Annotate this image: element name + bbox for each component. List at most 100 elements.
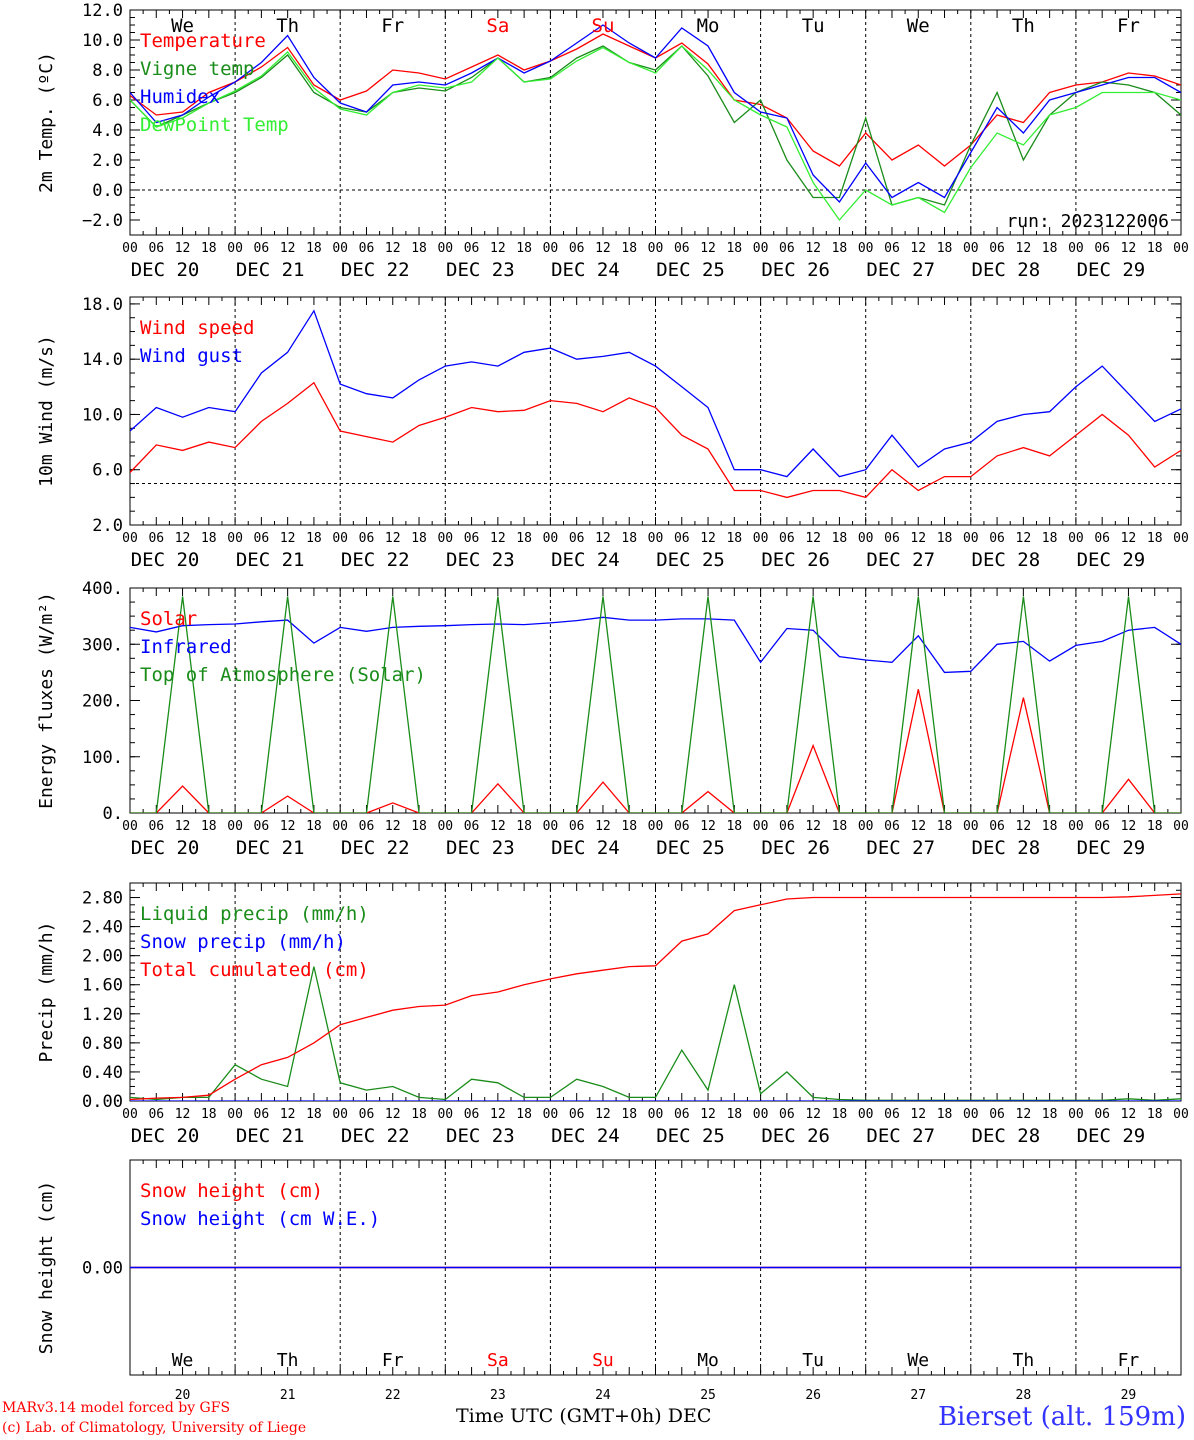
hour-tick-label: 18	[411, 819, 427, 834]
hour-tick-label: 06	[1094, 241, 1110, 256]
y-tick-label: 2.0	[92, 151, 123, 171]
hour-tick-label: 12	[1016, 1107, 1032, 1122]
hour-tick-label: 12	[595, 819, 611, 834]
hour-tick-label: 00	[963, 1107, 979, 1122]
hour-tick-label: 12	[490, 241, 506, 256]
date-label: DEC 22	[341, 549, 410, 571]
day-of-week-label: Fr	[1117, 15, 1140, 37]
hour-tick-label: 00	[332, 531, 348, 546]
y-tick-label: 2.80	[82, 889, 123, 909]
legend-entry: Liquid precip (mm/h)	[140, 903, 369, 925]
hour-tick-label: 00	[858, 531, 874, 546]
hour-tick-label: 12	[1121, 1107, 1137, 1122]
day-of-week-label: We	[907, 1350, 929, 1371]
date-label: DEC 23	[446, 1125, 515, 1147]
date-label: DEC 29	[1077, 259, 1146, 281]
hour-tick-label: 18	[937, 531, 953, 546]
hour-tick-label: 12	[175, 1107, 191, 1122]
y-tick-label: 6.0	[92, 91, 123, 111]
hour-tick-label: 18	[201, 819, 217, 834]
legend-entry: Wind gust	[140, 345, 243, 367]
day-number-label: 22	[385, 1388, 401, 1403]
x-axis-label: Time UTC (GMT+0h) DEC	[456, 1405, 712, 1427]
hour-tick-label: 18	[411, 531, 427, 546]
model-credit: MARv3.14 model forced by GFS	[2, 1400, 231, 1416]
hour-tick-label: 12	[1121, 531, 1137, 546]
hour-tick-label: 06	[254, 819, 270, 834]
hour-tick-label: 12	[490, 531, 506, 546]
hour-tick-label: 18	[306, 531, 322, 546]
y-tick-label: 0.00	[82, 1092, 123, 1112]
hour-tick-label: 18	[1042, 1107, 1058, 1122]
hour-tick-label: 12	[385, 1107, 401, 1122]
panel-wind	[129, 296, 1182, 526]
hour-tick-label: 06	[884, 531, 900, 546]
day-of-week-label: We	[172, 1350, 194, 1371]
hour-tick-label: 12	[805, 819, 821, 834]
hour-tick-label: 00	[753, 1107, 769, 1122]
hour-tick-label: 18	[516, 1107, 532, 1122]
hour-tick-label: 06	[989, 241, 1005, 256]
hour-tick-label: 18	[516, 819, 532, 834]
hour-tick-label: 00	[227, 531, 243, 546]
hour-tick-label: 00	[1173, 241, 1189, 256]
hour-tick-label: 12	[1016, 531, 1032, 546]
y-axis-label: Snow height (cm)	[36, 1181, 57, 1354]
hour-tick-label: 12	[1016, 819, 1032, 834]
series-line-infrared	[130, 616, 1181, 674]
hour-tick-label: 06	[464, 1107, 480, 1122]
hour-tick-label: 06	[148, 819, 164, 834]
date-label: DEC 26	[761, 259, 830, 281]
hour-tick-label: 18	[726, 819, 742, 834]
y-tick-label: 8.0	[92, 61, 123, 81]
hour-tick-label: 12	[910, 1107, 926, 1122]
y-tick-label: 0.00	[82, 1259, 123, 1279]
date-label: DEC 29	[1077, 549, 1146, 571]
day-number-label: 29	[1121, 1388, 1137, 1403]
y-tick-label: 300.	[82, 635, 123, 655]
legend-entry: Snow height (cm W.E.)	[140, 1208, 380, 1230]
day-of-week-label: Th	[276, 15, 299, 37]
hour-tick-label: 06	[1094, 531, 1110, 546]
panel-snow	[129, 1159, 1182, 1376]
date-label: DEC 25	[656, 837, 725, 859]
y-tick-label: 400.	[82, 579, 123, 599]
date-label: DEC 25	[656, 259, 725, 281]
hour-tick-label: 00	[1173, 819, 1189, 834]
hour-tick-label: 06	[1094, 819, 1110, 834]
hour-tick-label: 00	[858, 1107, 874, 1122]
day-of-week-label: Sa	[486, 15, 509, 37]
hour-tick-label: 06	[884, 819, 900, 834]
date-label: DEC 21	[236, 1125, 305, 1147]
hour-tick-label: 00	[1173, 531, 1189, 546]
day-of-week-label: Fr	[382, 1350, 404, 1371]
y-axis-label: Energy fluxes (W/m²)	[36, 592, 57, 809]
hour-tick-label: 06	[674, 241, 690, 256]
hour-tick-label: 06	[254, 1107, 270, 1122]
hour-tick-label: 00	[963, 819, 979, 834]
day-number-label: 27	[910, 1388, 926, 1403]
hour-tick-label: 18	[201, 1107, 217, 1122]
hour-tick-label: 00	[122, 819, 138, 834]
hour-tick-label: 18	[306, 241, 322, 256]
day-of-week-label: Th	[1013, 1350, 1035, 1371]
hour-tick-label: 12	[385, 819, 401, 834]
legend-entry: Vigne temp	[140, 58, 254, 80]
hour-tick-label: 06	[359, 241, 375, 256]
date-label: DEC 24	[551, 259, 620, 281]
legend-entry: Snow precip (mm/h)	[140, 931, 346, 953]
date-label: DEC 23	[446, 549, 515, 571]
date-label: DEC 20	[131, 259, 200, 281]
hour-tick-label: 00	[543, 819, 559, 834]
hour-tick-label: 18	[832, 241, 848, 256]
date-label: DEC 24	[551, 837, 620, 859]
hour-tick-label: 12	[700, 531, 716, 546]
y-tick-label: 10.0	[82, 31, 123, 51]
series-line-wind-gust	[130, 309, 1181, 478]
date-label: DEC 27	[866, 1125, 935, 1147]
day-of-week-label: Th	[1012, 15, 1035, 37]
hour-tick-label: 00	[1068, 531, 1084, 546]
y-tick-label: 0.	[103, 804, 123, 824]
panel-temp	[129, 9, 1182, 236]
